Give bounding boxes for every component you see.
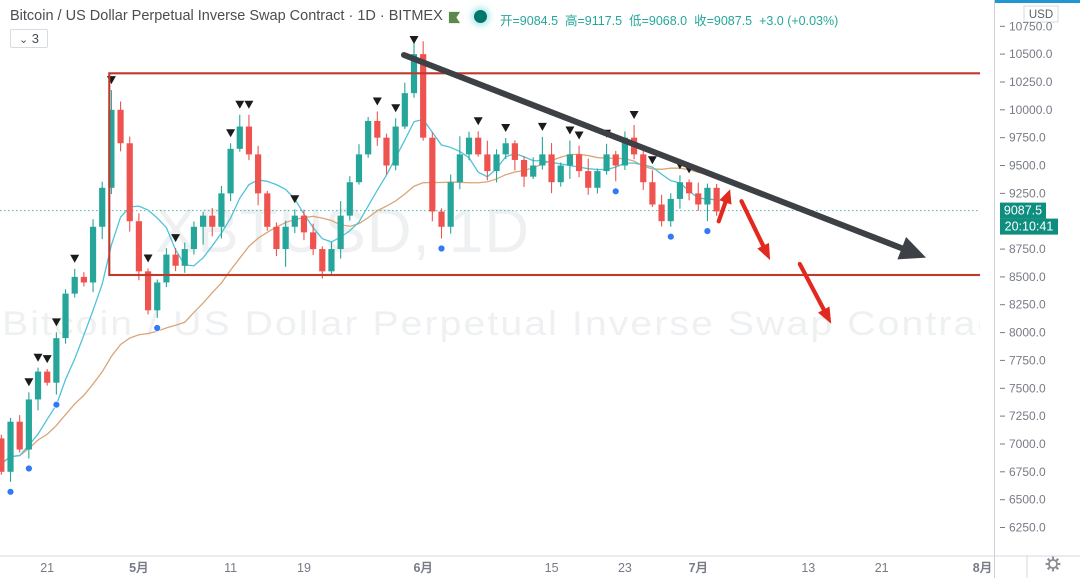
- svg-text:Bitcoin / US Dollar Perpetual: Bitcoin / US Dollar Perpetual Inverse Sw…: [2, 305, 1012, 343]
- svg-text:21: 21: [875, 561, 889, 575]
- svg-text:8250.0: 8250.0: [1009, 298, 1046, 312]
- svg-text:6500.0: 6500.0: [1009, 493, 1046, 507]
- svg-text:9250.0: 9250.0: [1009, 186, 1046, 200]
- svg-text:6750.0: 6750.0: [1009, 465, 1046, 479]
- svg-text:7250.0: 7250.0: [1009, 409, 1046, 423]
- svg-text:7500.0: 7500.0: [1009, 381, 1046, 395]
- svg-text:8750.0: 8750.0: [1009, 242, 1046, 256]
- svg-text:9500.0: 9500.0: [1009, 159, 1046, 173]
- svg-text:9087.5: 9087.5: [1004, 204, 1042, 218]
- svg-text:5月: 5月: [129, 561, 148, 575]
- svg-text:8000.0: 8000.0: [1009, 326, 1046, 340]
- svg-text:7000.0: 7000.0: [1009, 437, 1046, 451]
- svg-text:7750.0: 7750.0: [1009, 353, 1046, 367]
- svg-text:13: 13: [801, 561, 815, 575]
- svg-text:10750.0: 10750.0: [1009, 19, 1053, 33]
- svg-text:11: 11: [224, 561, 237, 575]
- svg-text:21: 21: [40, 561, 54, 575]
- svg-text:20:10:41: 20:10:41: [1005, 220, 1054, 234]
- svg-text:6月: 6月: [413, 561, 432, 575]
- svg-text:15: 15: [545, 561, 559, 575]
- svg-text:10000.0: 10000.0: [1009, 103, 1053, 117]
- svg-text:10250.0: 10250.0: [1009, 75, 1053, 89]
- svg-text:19: 19: [297, 561, 311, 575]
- svg-text:10500.0: 10500.0: [1009, 47, 1053, 61]
- svg-text:9750.0: 9750.0: [1009, 131, 1046, 145]
- svg-text:6250.0: 6250.0: [1009, 521, 1046, 535]
- svg-text:23: 23: [618, 561, 632, 575]
- svg-text:8月: 8月: [973, 561, 992, 575]
- svg-text:7月: 7月: [689, 561, 708, 575]
- svg-text:8500.0: 8500.0: [1009, 270, 1046, 284]
